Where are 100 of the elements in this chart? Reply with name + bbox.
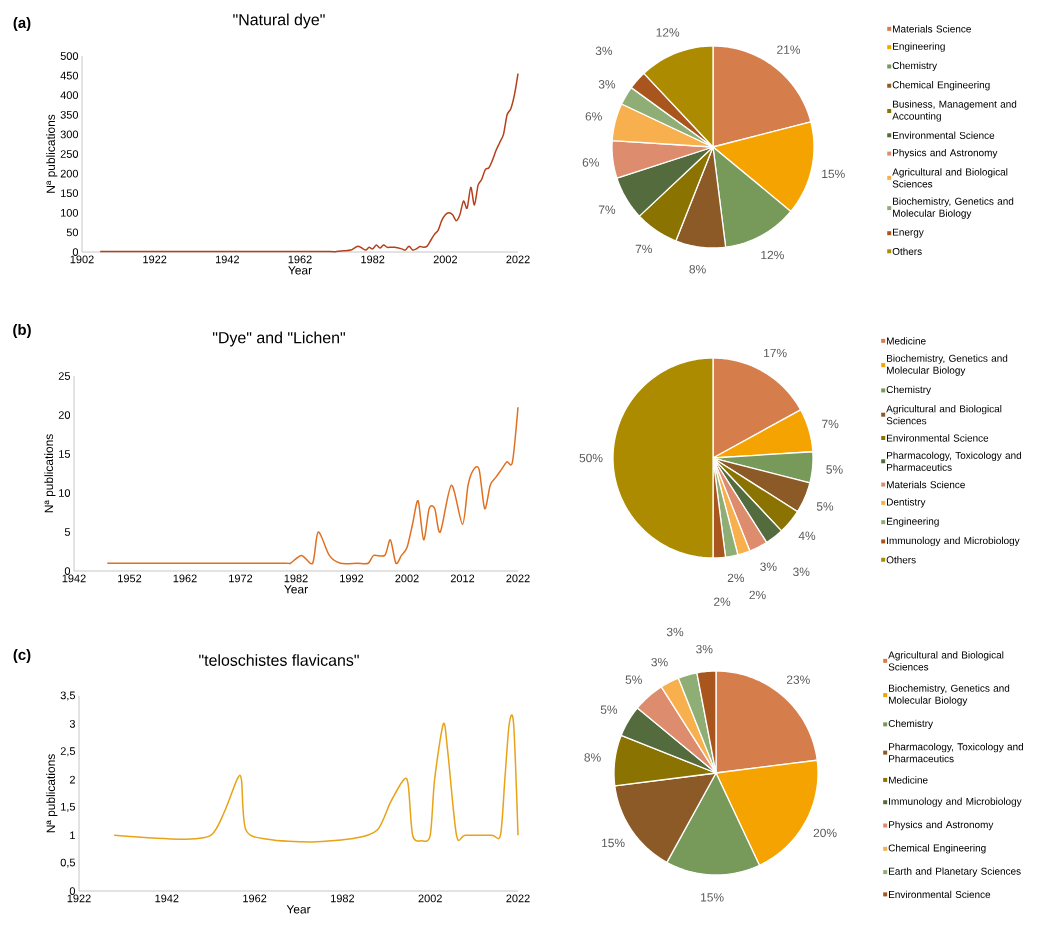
legend-label: Chemical Engineering [892,81,990,91]
x-tick-label: 1982 [361,255,385,264]
y-tick-label: 400 [60,91,79,100]
y-tick-label: 20 [58,411,71,419]
y-axis-title: Nª publications [46,114,58,193]
y-tick-label: 15 [59,450,71,458]
data-label: 15% [822,169,845,179]
text: (c) [13,649,31,663]
data-label: 3% [595,46,613,56]
data-label: 8% [689,265,706,274]
text: (b) [13,324,31,338]
x-axis-title: Year [284,585,308,594]
legend-label: Biochemistry, Genetics and Molecular Biology [887,354,1008,376]
legend-label: Chemistry [892,61,938,72]
legend-label: Chemical Engineering [888,844,986,854]
y-tick-label: 0 [69,887,76,895]
x-tick-label: 1942 [155,894,179,903]
x-tick-label: 1962 [173,574,197,583]
data-label: 12% [656,28,680,37]
chart-title: "Natural dye" [233,13,325,29]
legend-label: Immunology and Microbiology [889,797,1022,807]
legend-label: Agricultural and Biological Sciences [888,651,1004,671]
x-tick-label: 2002 [418,894,442,903]
data-label: 15% [602,838,625,848]
data-label: 3% [760,562,777,571]
legend-label: Biochemistry, Genetics and Molecular Biology [893,197,1014,219]
data-label: 2% [727,573,745,583]
data-label: 3% [651,657,668,667]
x-tick-label: 2002 [433,255,457,264]
y-tick-label: 150 [61,189,79,198]
data-label: 4% [798,531,816,540]
legend-label: Pharmacology, Toxicology and Pharmaceutics [889,743,1024,763]
legend-label: Agricultural and Biological Sciences [892,168,1008,188]
y-tick-label: 3 [69,720,75,728]
legend-label: Energy [893,228,924,238]
legend-label: Medicine [887,337,926,345]
legend-label: Agricultural and Biological Sciences [886,405,1002,425]
legend-label: Business, Management and Accounting [892,100,1017,122]
y-tick-label: 1,5 [61,802,76,812]
y-axis-title: Nª publications [46,754,58,833]
data-label: 7% [822,419,839,429]
data-label: 5% [625,675,642,684]
legend-label: Others [886,556,916,564]
legend-label: Dentistry [887,498,926,508]
x-tick-label: 1972 [229,574,253,583]
x-tick-label: 2002 [395,574,419,583]
x-tick-label: 1992 [340,574,364,583]
data-label: 5% [826,465,843,474]
x-tick-label: 2022 [506,255,530,264]
y-tick-label: 0 [64,567,71,575]
data-label: 2% [749,590,766,600]
data-label: 8% [584,753,601,762]
data-label: 7% [598,205,616,214]
data-label: 21% [777,45,801,54]
data-label: 50% [579,453,603,463]
legend-label: Physics and Astronomy [893,148,998,159]
data-label: 15% [701,893,724,902]
legend-label: Biochemistry, Genetics and Molecular Biology [889,684,1010,706]
data-label: 7% [635,244,652,254]
data-label: 3% [696,644,713,654]
legend-label: Materials Science [887,480,965,489]
legend-label: Immunology and Microbiology [887,536,1020,547]
legend-label: Chemistry [886,385,932,396]
y-tick-label: 100 [61,208,79,217]
y-tick-label: 50 [66,228,79,237]
x-tick-label: 1922 [143,255,167,264]
data-label: 23% [786,675,810,684]
line-series [106,406,519,565]
x-tick-label: 2022 [506,894,530,903]
x-tick-label: 1982 [331,894,355,903]
x-tick-label: 1902 [70,255,94,264]
data-label: 2% [714,597,731,606]
legend-label: Medicine [889,776,928,784]
y-tick-label: 2,5 [60,747,76,757]
x-tick-label: 2012 [450,574,475,583]
x-tick-label: 2022 [506,574,530,583]
data-label: 3% [666,627,684,637]
legend-label: Engineering [887,517,939,527]
x-tick-label: 1942 [62,574,86,583]
y-tick-label: 200 [60,169,79,178]
y-tick-label: 450 [60,71,79,80]
data-label: 17% [764,348,787,358]
x-axis-title: Year [288,266,312,275]
y-tick-label: 0 [72,248,79,256]
data-label: 20% [813,828,837,838]
data-label: 6% [585,112,602,121]
y-tick-label: 300 [60,130,79,139]
data-label: 5% [600,705,618,714]
legend-label: Engineering [893,42,945,52]
legend-label: Environmental Science [889,890,991,899]
data-label: 3% [793,567,810,577]
y-tick-label: 350 [60,110,79,119]
y-tick-label: 1 [70,831,75,840]
text: (a) [13,17,31,31]
x-tick-label: 1982 [284,574,308,583]
legend-label: Earth and Planetary Sciences [889,867,1021,877]
x-axis-title: Year [286,905,311,914]
x-tick-label: 1952 [118,574,142,583]
legend-label: Environmental Science [893,131,995,139]
y-tick-label: 500 [60,52,79,60]
